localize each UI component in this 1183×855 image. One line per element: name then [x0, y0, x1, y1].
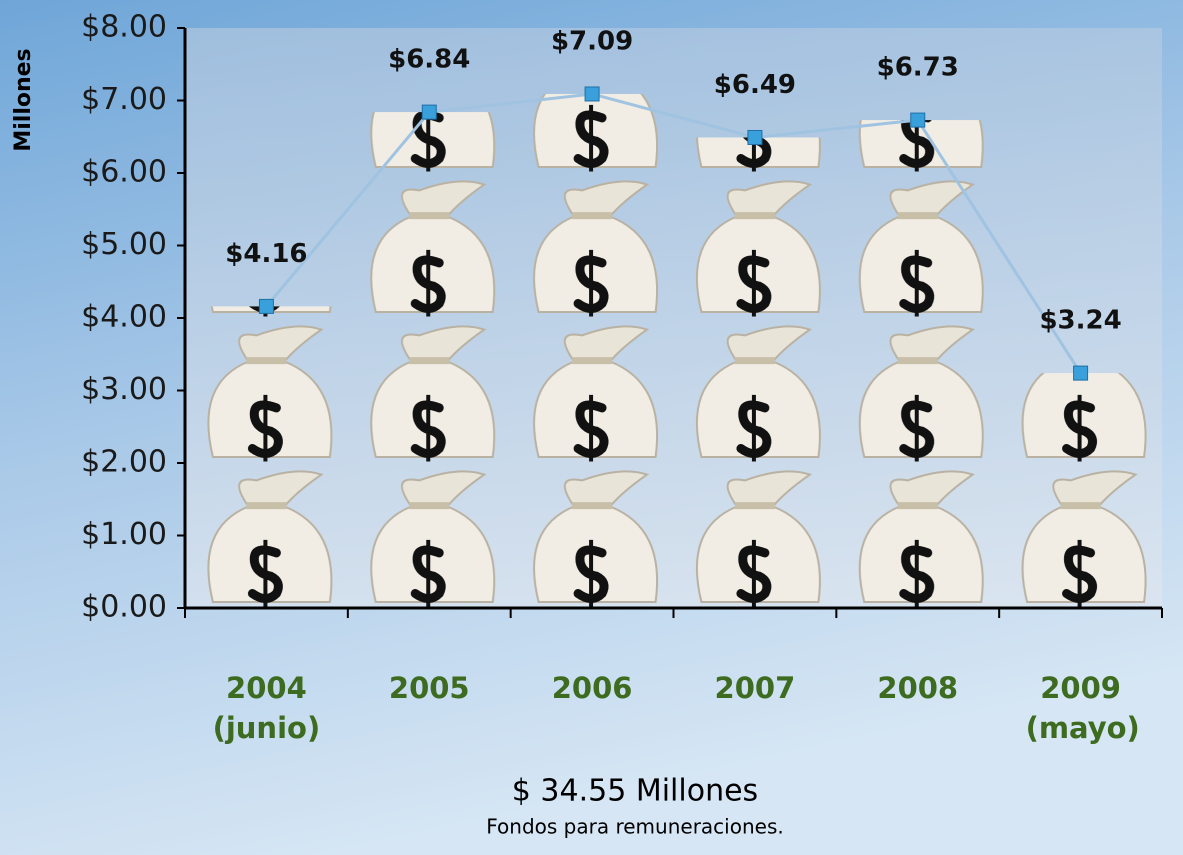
y-tick-label: $6.00: [81, 155, 167, 190]
bag-column: [348, 112, 511, 608]
x-tick-label: 2005: [374, 668, 484, 708]
y-tick-label: $5.00: [81, 227, 167, 262]
caption: Fondos para remuneraciones.: [486, 815, 783, 839]
bag-column: [674, 137, 837, 608]
y-tick-label: $2.00: [81, 445, 167, 480]
y-tick-label: $4.00: [81, 300, 167, 335]
y-tick-label: $1.00: [81, 517, 167, 552]
bag-column: [999, 373, 1162, 608]
value-label: $3.24: [1039, 306, 1121, 336]
x-tick-label: 2009 (mayo): [1026, 668, 1136, 748]
value-label: $7.09: [551, 26, 633, 56]
y-axis-label: Millones: [11, 48, 36, 151]
chart: Millones $ 34.55 Millones Fondos para re…: [0, 0, 1183, 855]
point: [422, 105, 436, 119]
value-label: $6.73: [877, 53, 959, 83]
value-label: $4.16: [225, 239, 307, 269]
point: [1074, 366, 1088, 380]
value-label: $6.49: [714, 70, 796, 100]
bag-column: [511, 94, 674, 608]
x-tick-label: 2007: [700, 668, 810, 708]
bag-column: [185, 306, 348, 608]
y-tick-label: $7.00: [81, 82, 167, 117]
point: [259, 299, 273, 313]
x-tick-label: 2004 (junio): [211, 668, 321, 748]
x-tick-label: 2006: [537, 668, 647, 708]
bag-column: [836, 120, 999, 608]
x-tick-label: 2008: [863, 668, 973, 708]
point: [748, 130, 762, 144]
total-label: $ 34.55 Millones: [512, 774, 758, 809]
y-tick-label: $3.00: [81, 372, 167, 407]
value-label: $6.84: [388, 45, 470, 75]
point: [585, 87, 599, 101]
point: [911, 113, 925, 127]
chart-page: Millones $ 34.55 Millones Fondos para re…: [0, 0, 1183, 855]
y-tick-label: $8.00: [81, 10, 167, 45]
y-tick-label: $0.00: [81, 590, 167, 625]
